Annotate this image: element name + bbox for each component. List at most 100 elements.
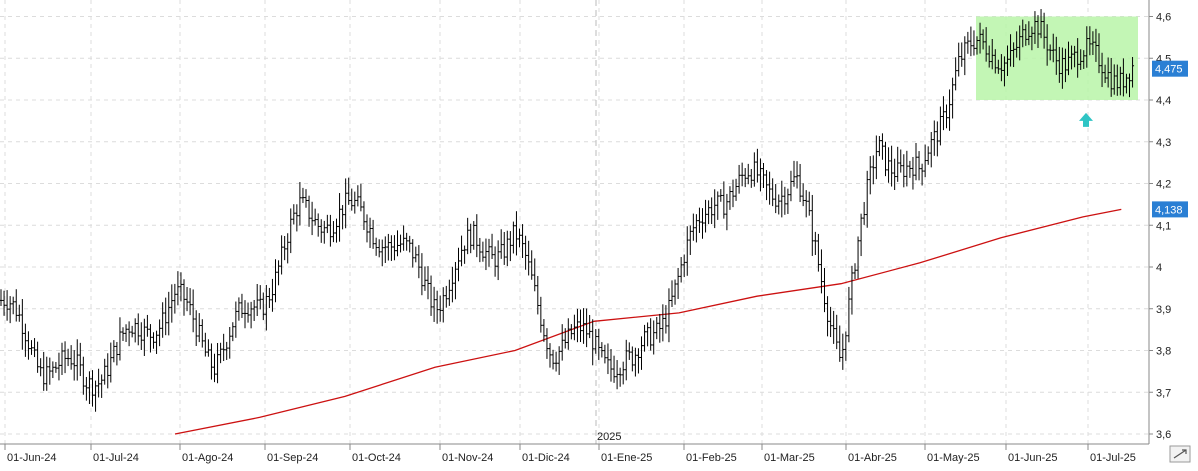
ohlc-bar — [94, 380, 98, 412]
ohlc-bar — [411, 239, 415, 268]
ohlc-bar — [472, 221, 476, 250]
ohlc-bar — [240, 293, 244, 318]
ohlc-bar — [780, 180, 784, 218]
ohlc-bar — [1085, 26, 1089, 68]
ohlc-bar — [1021, 19, 1025, 48]
ohlc-bar — [725, 193, 729, 231]
ohlc-bar — [618, 367, 622, 387]
ohlc-bar — [97, 368, 101, 398]
ohlc-bar — [359, 183, 363, 212]
ohlc-bar — [228, 326, 232, 359]
ohlc-bar — [713, 189, 717, 229]
ohlc-bar — [551, 349, 555, 370]
ohlc-bar — [17, 304, 21, 322]
ohlc-bar — [935, 121, 939, 157]
ohlc-bar — [100, 374, 104, 398]
ohlc-bar — [719, 189, 723, 202]
ohlc-bar — [1060, 47, 1064, 89]
y-tick-label: 3,9 — [1156, 304, 1171, 316]
ohlc-bar — [2, 290, 6, 316]
ohlc-bar — [72, 350, 76, 381]
ohlc-bar — [514, 211, 518, 256]
ohlc-bar — [389, 235, 393, 261]
ohlc-bar — [1024, 24, 1028, 46]
ohlc-bar — [957, 42, 961, 77]
x-tick-label: 01-Dic-24 — [522, 452, 570, 464]
ohlc-bar — [432, 286, 436, 322]
x-tick-label: 01-Ago-24 — [182, 452, 233, 464]
ohlc-bar — [447, 279, 451, 306]
ohlc-bar — [496, 240, 500, 281]
ohlc-bar — [206, 339, 210, 357]
y-tick-label: 4,6 — [1156, 12, 1171, 24]
ohlc-bar — [328, 214, 332, 247]
ohlc-bar — [84, 376, 88, 401]
ohlc-bar — [225, 341, 229, 360]
ohlc-bar — [368, 217, 372, 248]
ohlc-bar — [185, 287, 189, 312]
ohlc-bar — [26, 331, 30, 360]
ohlc-bar — [993, 49, 997, 74]
ohlc-bar — [591, 319, 595, 366]
ohlc-bar — [1076, 38, 1080, 78]
year-marker-label: 2025 — [597, 431, 621, 443]
ohlc-bar — [420, 253, 424, 296]
ohlc-bar — [8, 296, 12, 324]
ohlc-bar — [887, 147, 891, 183]
ohlc-bar — [362, 201, 366, 230]
ohlc-bar — [145, 314, 149, 337]
ohlc-bar — [1121, 58, 1125, 97]
ohlc-bar — [280, 235, 284, 275]
ohlc-bar — [905, 150, 909, 187]
ohlc-bar — [853, 263, 857, 280]
ohlc-bar — [1036, 15, 1040, 49]
y-axis-panel — [1149, 0, 1198, 466]
ohlc-bar — [1112, 64, 1116, 95]
ohlc-bar — [365, 214, 369, 243]
ohlc-bar — [188, 288, 192, 316]
ohlc-bar — [579, 309, 582, 343]
ohlc-bar — [734, 178, 738, 201]
ohlc-bar — [511, 221, 515, 254]
ohlc-bar — [923, 144, 927, 178]
ohlc-bar — [530, 250, 534, 280]
expand-icon — [1173, 449, 1187, 459]
ohlc-bar — [585, 308, 589, 348]
ohlc-bar — [136, 313, 140, 346]
ohlc-bar — [249, 301, 253, 329]
ohlc-bar — [789, 170, 793, 202]
ohlc-bar — [847, 286, 851, 343]
ohlc-bar — [164, 297, 168, 336]
ohlc-bar — [801, 183, 805, 207]
ohlc-bar — [646, 322, 650, 347]
ohlc-bar — [1045, 24, 1049, 66]
ohlc-bar — [505, 230, 509, 267]
ohlc-bar — [255, 283, 259, 317]
ma-value-badge: 4,138 — [1155, 204, 1183, 216]
ohlc-bar — [1118, 66, 1122, 96]
x-tick-label: 01-Ene-25 — [601, 452, 652, 464]
ohlc-bar — [975, 36, 979, 55]
ohlc-bar — [762, 162, 765, 189]
up-arrow-icon — [1079, 112, 1093, 127]
ohlc-bar — [829, 306, 833, 338]
ohlc-bar — [39, 358, 43, 377]
ohlc-bar — [103, 358, 107, 385]
ohlc-bar — [1002, 56, 1006, 87]
ohlc-bar — [685, 226, 689, 276]
ohlc-bar — [594, 329, 598, 354]
ohlc-bar — [539, 296, 543, 333]
ohlc-bar — [222, 333, 226, 362]
ohlc-bar — [627, 342, 631, 360]
ohlc-bar — [908, 160, 912, 178]
ohlc-bar — [142, 318, 146, 357]
ohlc-bar — [545, 328, 549, 359]
ohlc-bar — [835, 314, 839, 350]
y-tick-label: 3,7 — [1156, 387, 1171, 399]
ohlc-bar — [457, 247, 460, 282]
ohlc-bar — [871, 155, 875, 185]
ohlc-bar — [707, 200, 711, 225]
ohlc-bar — [868, 156, 872, 195]
ohlc-bar — [621, 361, 625, 385]
